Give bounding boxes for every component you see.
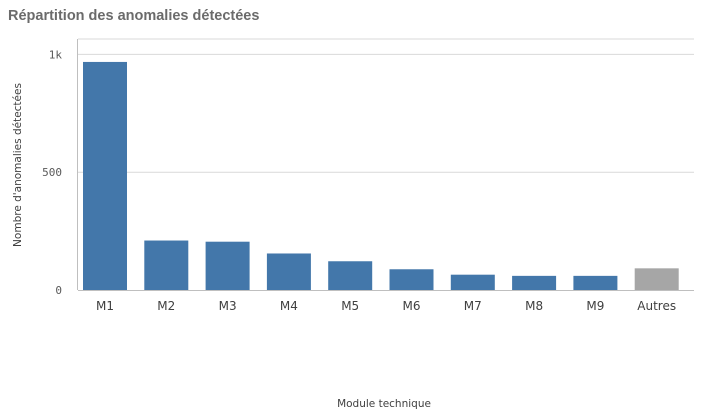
chart-title: Répartition des anomalies détectées: [8, 8, 260, 24]
y-tick-label: 0: [55, 284, 62, 297]
bar-m5[interactable]: [328, 261, 373, 290]
x-tick-label-m6: M6: [403, 299, 421, 313]
x-tick-label-m7: M7: [464, 299, 482, 313]
x-tick-labels: M1 M2 M3 M4 M5 M6 M7 M8 M9 Autres: [96, 299, 676, 313]
bar-autres[interactable]: [634, 268, 679, 290]
grid-lines: [77, 38, 694, 291]
y-axis-label: Nombre d'anomalies détectées: [12, 83, 24, 247]
x-tick-label-m3: M3: [219, 299, 237, 313]
x-tick-label-m2: M2: [157, 299, 175, 313]
x-axis-label: Module technique: [337, 398, 431, 410]
bar-m8[interactable]: [512, 275, 557, 290]
y-tick-label: 1k: [49, 48, 63, 61]
y-tick-label: 500: [42, 166, 62, 179]
bars: [83, 61, 679, 290]
bar-m3[interactable]: [205, 241, 250, 290]
bar-m1[interactable]: [83, 61, 127, 290]
x-tick-label-m4: M4: [280, 299, 298, 313]
x-tick-label-autres: Autres: [637, 299, 676, 313]
x-tick-label-m9: M9: [586, 299, 604, 313]
bar-m4[interactable]: [266, 253, 311, 290]
x-tick-label-m1: M1: [96, 299, 114, 313]
y-tick-labels: 0 500 1k: [42, 48, 62, 297]
bar-m9[interactable]: [573, 275, 618, 290]
bar-m6[interactable]: [389, 269, 434, 290]
x-tick-label-m5: M5: [341, 299, 359, 313]
x-tick-label-m8: M8: [525, 299, 543, 313]
bar-m2[interactable]: [144, 240, 189, 290]
bar-m7[interactable]: [450, 274, 495, 290]
